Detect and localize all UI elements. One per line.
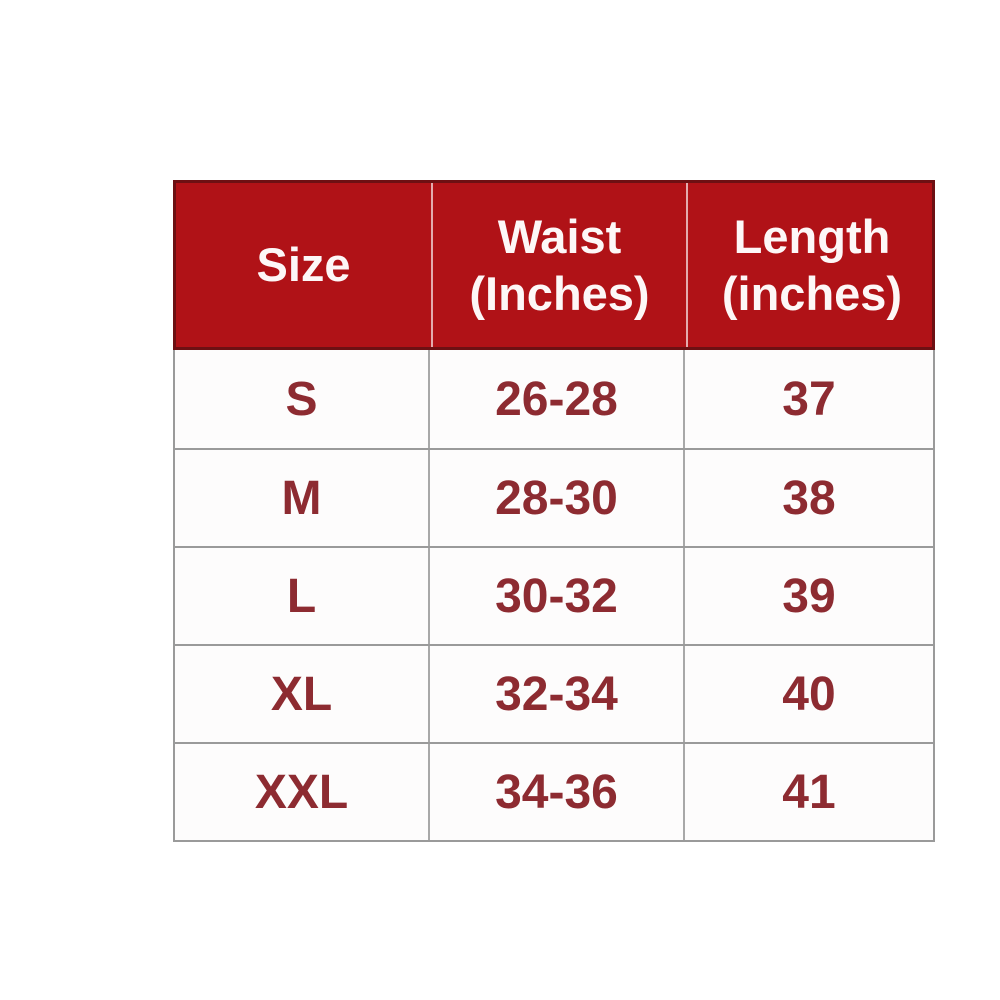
cell-size: M	[175, 450, 430, 546]
cell-waist: 32-34	[430, 646, 685, 742]
header-cell-length: Length (inches)	[686, 183, 936, 347]
header-waist-label: Waist	[497, 209, 622, 263]
table-header-row: Size Waist (Inches) Length (inches)	[173, 180, 935, 350]
cell-size: XXL	[175, 744, 430, 840]
table-row-m: M 28-30 38	[175, 448, 933, 546]
header-cell-waist: Waist (Inches)	[431, 183, 686, 347]
table-row-s: S 26-28 37	[175, 350, 933, 448]
cell-length: 37	[782, 372, 836, 426]
cell-length: 40	[782, 667, 836, 721]
header-cell-size: Size	[176, 183, 431, 347]
cell-waist: 26-28	[430, 350, 685, 448]
cell-length: 41	[782, 765, 836, 819]
size-chart-table: Size Waist (Inches) Length (inches) S 26…	[173, 180, 935, 842]
cell-size: S	[175, 350, 430, 448]
cell-waist: 34-36	[430, 744, 685, 840]
cell-length: 38	[782, 471, 836, 525]
cell-waist: 30-32	[430, 548, 685, 644]
table-row-l: L 30-32 39	[175, 546, 933, 644]
table-body: S 26-28 37 M 28-30 38 L 30-32 39 XL 32-3…	[173, 350, 935, 842]
cell-waist: 28-30	[430, 450, 685, 546]
table-row-xxl: XXL 34-36 41	[175, 742, 933, 840]
header-waist-unit-label: (Inches)	[469, 267, 650, 320]
cell-length: 39	[782, 569, 836, 623]
header-length-label: Length	[733, 209, 891, 263]
table-row-xl: XL 32-34 40	[175, 644, 933, 742]
cell-size: XL	[175, 646, 430, 742]
header-size-label: Size	[256, 238, 351, 292]
header-length-unit-label: (inches)	[721, 267, 903, 320]
cell-size: L	[175, 548, 430, 644]
